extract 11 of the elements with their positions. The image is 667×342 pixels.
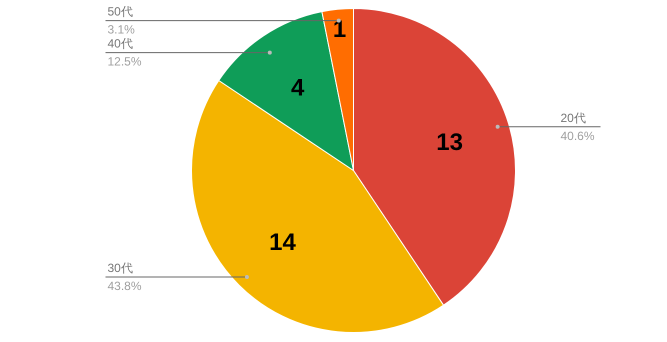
data-label: 4: [291, 74, 306, 102]
slice-label: 30代: [108, 261, 133, 276]
slice-label: 20代: [560, 110, 586, 125]
text: 3.1%: [108, 22, 135, 37]
data-label: 13: [436, 128, 463, 156]
text: 12.5%: [108, 54, 142, 69]
text: 43.8%: [108, 279, 142, 294]
slice-label: 50代: [108, 4, 133, 19]
data-label: 14: [269, 229, 296, 256]
slice-label: 40代: [108, 36, 133, 51]
text: 40.6%: [560, 128, 595, 143]
